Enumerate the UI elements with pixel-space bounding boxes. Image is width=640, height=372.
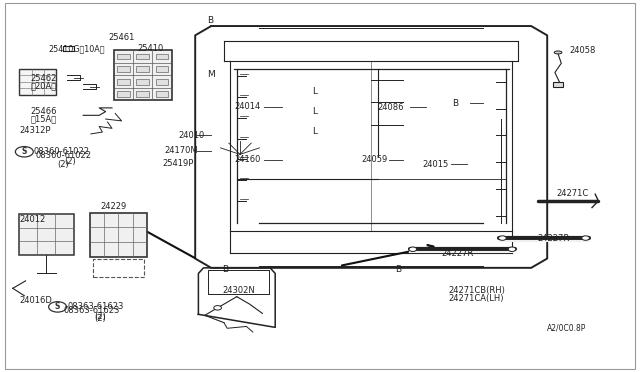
Text: 25410: 25410	[138, 44, 164, 53]
Text: 25462: 25462	[31, 74, 57, 83]
Bar	[19, 214, 74, 255]
Text: 24059: 24059	[362, 155, 388, 164]
Text: M: M	[207, 70, 214, 79]
Text: S: S	[55, 302, 60, 311]
Text: 25419P: 25419P	[162, 159, 193, 168]
Text: 24271CB(RH): 24271CB(RH)	[448, 286, 505, 295]
Text: B: B	[222, 265, 228, 274]
Text: (2): (2)	[95, 314, 106, 323]
Bar	[136, 78, 149, 84]
Text: S: S	[22, 147, 27, 156]
Text: 08360-61022: 08360-61022	[34, 147, 90, 156]
Text: (2): (2)	[58, 160, 69, 169]
Text: 24010: 24010	[178, 131, 204, 140]
Bar	[136, 66, 149, 72]
Ellipse shape	[554, 51, 562, 54]
Text: 24012: 24012	[19, 215, 45, 224]
Bar	[156, 78, 168, 84]
Text: 24312P: 24312P	[19, 126, 51, 135]
Bar	[93, 259, 144, 277]
Text: 24271C: 24271C	[557, 189, 589, 198]
Text: 24086: 24086	[378, 103, 404, 112]
Text: A2/0C0.8P: A2/0C0.8P	[547, 324, 587, 333]
Text: B: B	[207, 16, 213, 25]
Text: 08363-61623: 08363-61623	[64, 306, 120, 315]
Text: 24058: 24058	[570, 46, 596, 55]
Text: L: L	[312, 87, 317, 96]
Text: 24014: 24014	[234, 102, 260, 111]
Circle shape	[409, 247, 417, 251]
Circle shape	[49, 302, 67, 312]
Text: 24229: 24229	[100, 202, 127, 211]
Bar	[117, 66, 130, 72]
Text: 24015: 24015	[422, 160, 449, 169]
Text: 24302N: 24302N	[223, 286, 255, 295]
Text: L: L	[312, 127, 317, 136]
Bar	[136, 91, 149, 97]
Text: 08363-61623: 08363-61623	[67, 302, 124, 311]
Text: 24227R: 24227R	[538, 234, 570, 243]
Circle shape	[214, 306, 221, 310]
Text: 08360-61022: 08360-61022	[35, 151, 92, 160]
Circle shape	[508, 247, 516, 251]
Text: 25466: 25466	[31, 107, 57, 116]
Bar	[156, 54, 168, 60]
Text: 25410G《10A》: 25410G《10A》	[48, 44, 104, 53]
Bar	[90, 213, 147, 257]
Bar	[117, 91, 130, 97]
Text: 24016D: 24016D	[19, 296, 52, 305]
Text: (2): (2)	[95, 312, 106, 321]
Text: B: B	[452, 99, 458, 108]
Bar	[117, 54, 130, 60]
Text: 24170M: 24170M	[164, 146, 198, 155]
Text: (2): (2)	[64, 157, 76, 166]
Circle shape	[499, 236, 506, 240]
Bar	[553, 82, 563, 87]
FancyBboxPatch shape	[114, 50, 172, 100]
Text: 《20A》: 《20A》	[31, 81, 57, 90]
Text: 《15A》: 《15A》	[31, 115, 57, 124]
Bar	[117, 78, 130, 84]
Text: 24227R: 24227R	[442, 249, 474, 258]
Circle shape	[582, 236, 589, 240]
Bar	[19, 69, 56, 95]
Text: L: L	[312, 107, 317, 116]
Text: 24271CA(LH): 24271CA(LH)	[448, 294, 504, 303]
Bar	[136, 54, 149, 60]
Text: 25461: 25461	[109, 33, 135, 42]
Text: 24160: 24160	[234, 155, 260, 164]
Bar	[156, 91, 168, 97]
Bar	[156, 66, 168, 72]
Text: B: B	[396, 265, 402, 274]
Circle shape	[15, 147, 33, 157]
